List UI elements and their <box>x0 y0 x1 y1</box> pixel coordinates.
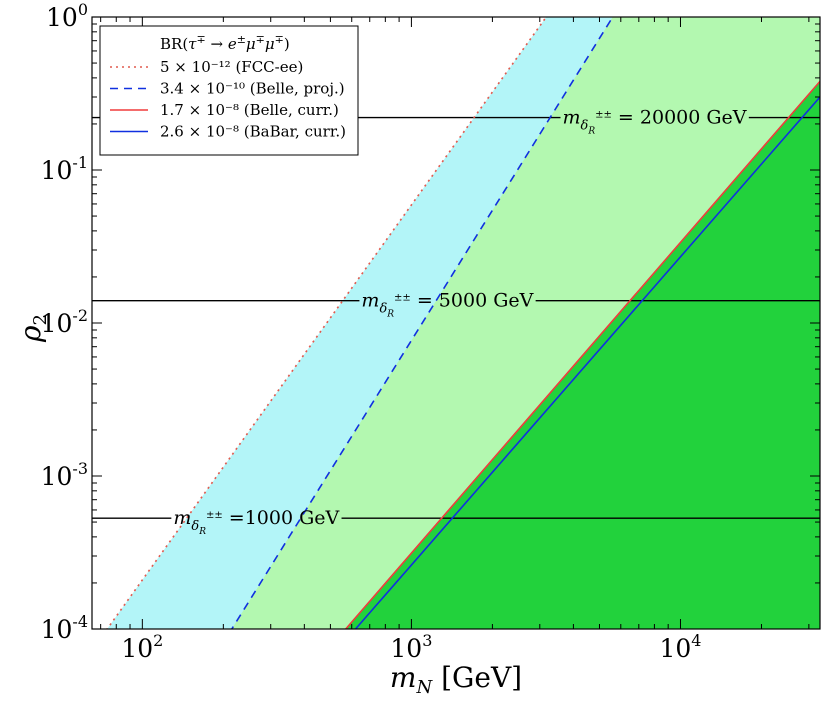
series-lines <box>106 17 820 629</box>
x-axis-label: mN [GeV] <box>390 661 522 698</box>
legend-label-4: 2.6 × 10⁻⁸ (BaBar, curr.) <box>160 123 346 141</box>
y-axis-label: ρ2 <box>14 314 51 343</box>
legend-title: BR(τ∓ → e±μ∓μ∓) <box>160 33 290 53</box>
hline-label-1: mδR±± = 20000 GeV <box>562 107 746 137</box>
legend: BR(τ∓ → e±μ∓μ∓) 5 × 10⁻¹² (FCC-ee) 3.4 × … <box>99 25 359 156</box>
series-line-1 <box>106 17 548 629</box>
y-tick-label-5: 100 <box>46 0 88 32</box>
legend-label-1: 5 × 10⁻¹² (FCC-ee) <box>160 58 303 76</box>
tick-labels: 102 103 104 10-4 10-3 10-2 10-1 100 <box>41 0 702 663</box>
series-line-4 <box>354 95 820 629</box>
series-line-3 <box>344 80 820 629</box>
x-tick-label-1: 102 <box>121 631 163 663</box>
legend-label-2: 3.4 × 10⁻¹⁰ (Belle, proj.) <box>160 80 345 98</box>
legend-entries: 5 × 10⁻¹² (FCC-ee) 3.4 × 10⁻¹⁰ (Belle, pr… <box>110 58 346 141</box>
hline-label-2: mδR±± = 5000 GeV <box>361 290 533 320</box>
y-tick-label-2: 10-3 <box>41 459 88 491</box>
plot-frame <box>91 16 821 630</box>
legend-label-3: 1.7 × 10⁻⁸ (Belle, curr.) <box>160 101 339 119</box>
legend-box <box>99 25 359 156</box>
series-line-2 <box>230 17 614 629</box>
y-tick-label-3: 10-2 <box>41 306 88 338</box>
x-tick-label-2: 103 <box>390 631 432 663</box>
y-tick-label-4: 10-1 <box>41 153 88 185</box>
x-tick-label-3: 104 <box>659 631 701 663</box>
y-tick-label-1: 10-4 <box>41 612 88 644</box>
horizontal-line-labels: mδR±± = 20000 GeV mδR±± = 5000 GeV mδR±± =… <box>173 107 746 538</box>
hline-label-3: mδR±± =1000 GeV <box>173 507 339 537</box>
